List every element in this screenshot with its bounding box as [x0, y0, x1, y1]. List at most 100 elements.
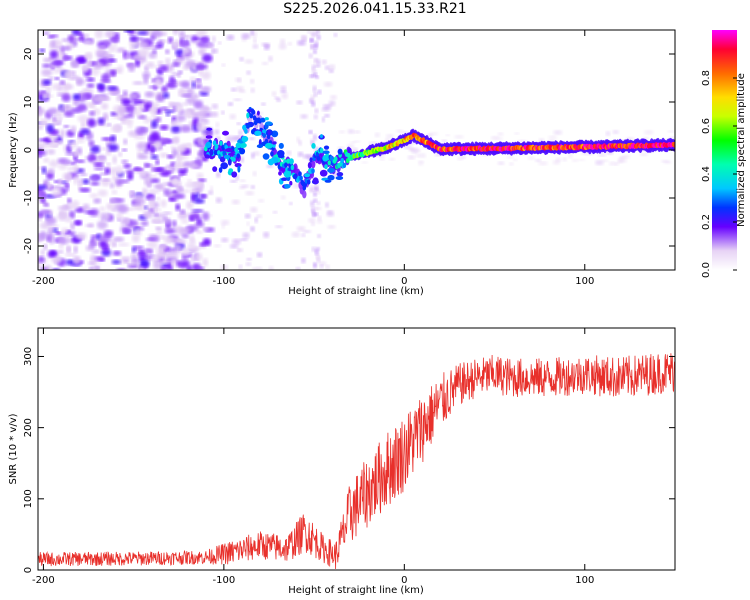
noise-blob: [143, 248, 153, 253]
noise-blob: [211, 35, 216, 43]
noise-blob: [328, 64, 336, 70]
noise-blob: [137, 154, 149, 160]
noise-blob: [171, 40, 179, 50]
noise-blob: [111, 125, 121, 133]
track-blob: [270, 151, 274, 157]
noise-blob: [181, 93, 193, 98]
noise-blob: [88, 266, 94, 270]
noise-blob: [96, 220, 108, 230]
noise-blob: [82, 88, 94, 95]
noise-blob: [577, 159, 586, 161]
noise-blob: [65, 217, 72, 223]
noise-blob: [121, 148, 128, 152]
noise-blob: [121, 98, 132, 106]
noise-blob: [154, 140, 162, 150]
y-tick-label: 300: [23, 347, 34, 366]
noise-blob: [166, 83, 177, 87]
noise-blob: [65, 173, 71, 182]
noise-blob: [295, 267, 301, 270]
noise-blob: [156, 93, 165, 103]
noise-blob: [76, 32, 84, 36]
noise-blob: [71, 61, 79, 68]
track-blob: [327, 167, 335, 173]
noise-blob: [177, 168, 188, 173]
y-tick-label: 20: [23, 48, 34, 61]
snr-series-line: [38, 353, 675, 570]
noise-blob: [38, 138, 51, 142]
track-blob: [223, 154, 230, 159]
noise-blob: [89, 240, 96, 249]
noise-blob: [82, 64, 89, 73]
track-blob: [284, 162, 288, 168]
noise-blob: [160, 243, 167, 251]
noise-blob: [93, 166, 106, 171]
noise-blob: [314, 207, 318, 211]
noise-blob: [240, 184, 250, 188]
track-blob: [272, 141, 277, 145]
y-tick-label: 10: [23, 96, 34, 109]
noise-blob: [327, 225, 336, 229]
track-blob: [241, 135, 249, 143]
noise-blob: [93, 162, 104, 167]
noise-blob: [241, 33, 251, 40]
noise-blob: [597, 153, 607, 157]
noise-blob: [90, 67, 100, 76]
noise-blob: [123, 118, 134, 125]
noise-blob: [196, 41, 208, 48]
noise-blob: [59, 210, 68, 218]
noise-blob: [236, 86, 244, 92]
noise-blob: [133, 228, 143, 237]
noise-blob: [309, 188, 314, 193]
colorbar-tick-label: 0.0: [701, 262, 712, 278]
noise-blob: [236, 248, 241, 252]
track-blob: [256, 110, 260, 116]
noise-blob: [185, 60, 197, 68]
x-tick-label: -100: [213, 575, 236, 586]
track-blob: [212, 166, 218, 172]
track-blob: [212, 140, 217, 146]
noise-blob: [179, 209, 186, 215]
track-blob: [327, 160, 332, 166]
track-blob: [205, 135, 213, 139]
noise-blob: [102, 112, 109, 122]
noise-blob: [231, 199, 240, 205]
track-blob: [327, 174, 335, 181]
noise-blob: [107, 143, 119, 152]
snr-x-axis: -200 -100 0 100: [32, 328, 594, 586]
noise-blob: [609, 161, 617, 166]
noise-blob: [49, 50, 58, 59]
noise-blob: [68, 146, 76, 150]
noise-blob: [161, 85, 168, 93]
noise-blob: [89, 193, 99, 198]
noise-blob: [45, 216, 57, 225]
noise-blob: [73, 176, 78, 185]
track-blob: [311, 160, 316, 169]
noise-blob: [605, 131, 611, 137]
noise-blob: [92, 61, 98, 65]
noise-blob: [612, 130, 619, 134]
noise-blob: [309, 74, 314, 78]
noise-blob: [353, 147, 358, 153]
noise-blob: [70, 107, 82, 114]
noise-blob: [208, 44, 213, 49]
spectrogram-x-axis: -200 -100 0 100: [32, 30, 594, 287]
noise-blob: [195, 157, 203, 165]
track-blob: [299, 175, 303, 181]
noise-blob: [311, 222, 316, 226]
noise-blob: [189, 234, 195, 243]
noise-blob: [415, 149, 421, 153]
noise-blob: [54, 231, 63, 235]
noise-blob: [315, 253, 320, 261]
noise-blob: [327, 210, 333, 215]
noise-blob: [461, 155, 466, 160]
noise-blob: [112, 250, 122, 256]
noise-blob: [246, 70, 252, 75]
noise-blob: [252, 266, 258, 270]
noise-blob: [328, 68, 334, 73]
noise-blob: [86, 83, 95, 88]
noise-blob: [310, 200, 315, 207]
track-blob: [246, 112, 250, 119]
noise-blob: [177, 211, 189, 220]
noise-blob: [194, 252, 203, 262]
noise-blob: [104, 39, 112, 48]
